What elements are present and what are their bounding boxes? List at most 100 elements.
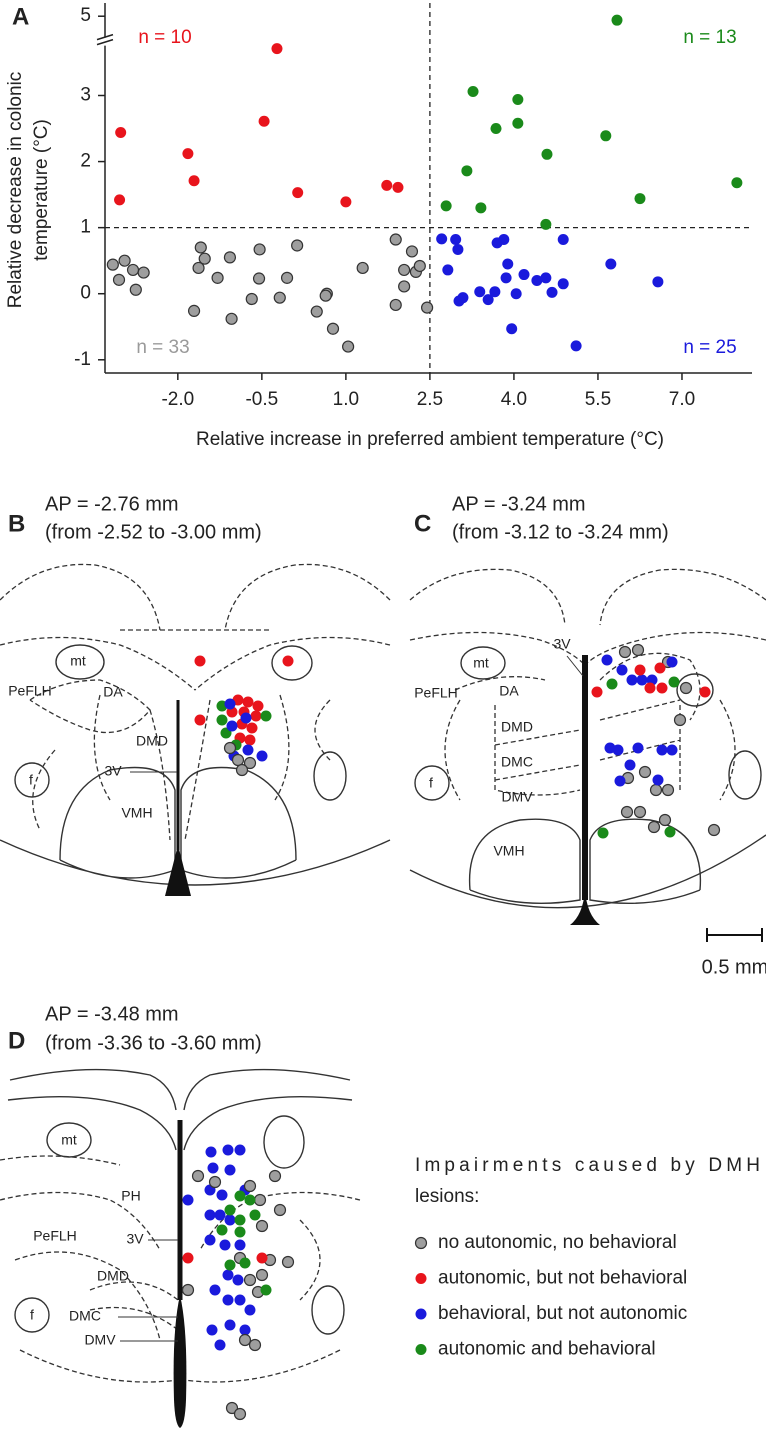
data-point [223,251,237,264]
y-tick-label: 0 [80,283,91,304]
panel-label: C [414,510,431,537]
panel-title: (from -3.12 to -3.24 mm) [452,521,669,543]
lesion-site [636,674,648,686]
lesion-site [260,1284,272,1296]
region-outline [460,646,506,680]
lesion-site [222,1144,234,1156]
lesion-site [181,1283,195,1297]
region-label: f [29,772,33,788]
x-tick-label: 1.0 [333,389,359,410]
lesion-site [634,664,646,676]
lesion-site [255,1268,269,1282]
data-point [557,234,569,246]
data-point [540,218,552,230]
y-tick-label: 2 [80,151,91,172]
data-point [245,292,258,306]
data-point [182,148,194,160]
y-tick-label: 1 [80,217,91,238]
data-point [258,115,270,127]
data-point [540,272,552,284]
data-point [482,294,494,306]
legend-marker [415,1273,427,1284]
region-outline [46,1122,92,1158]
lesion-site [224,1259,236,1271]
data-point [506,323,518,335]
lesion-site [256,750,268,762]
lesion-site [632,742,644,754]
region-label: mt [473,655,489,671]
data-point [489,286,501,298]
lesion-site [222,1294,234,1306]
region-label: DMD [136,733,168,749]
lesion-site [224,1164,236,1176]
lesion-site [255,1219,269,1233]
lesion-site [194,655,206,667]
lesion-site [246,722,258,734]
lesion-site [282,655,294,667]
lesion-site [591,686,603,698]
region-outline [728,750,762,800]
panel-b: B AP = -2.76 mm (from -2.52 to -3.00 mm)… [0,493,391,896]
panel-title: AP = -2.76 mm [45,493,179,515]
region-label: PeFLH [33,1228,77,1244]
data-point [440,200,452,212]
data-point [500,272,512,284]
lesion-site [219,1239,231,1251]
region-label: DMC [501,754,533,770]
data-point [652,276,664,288]
data-point [546,286,558,298]
y-axis-label: temperature (°C) [31,119,52,261]
data-point [342,340,355,353]
data-point [541,148,553,160]
data-point [474,286,486,298]
region-label: mt [70,653,86,669]
lesion-site [252,700,264,712]
lesion-site [231,753,245,767]
lesion-site [243,756,257,770]
data-point [271,43,283,55]
data-point [467,86,479,98]
region-label: PH [121,1188,140,1204]
lesion-site [250,710,262,722]
legend-label: autonomic, but not behavioral [438,1268,687,1289]
data-point [280,271,294,284]
data-point [112,273,126,286]
lesion-site [216,1189,228,1201]
region-label: VMH [493,843,524,859]
data-point [106,258,119,271]
data-point [413,259,426,273]
panel-title: AP = -3.24 mm [452,493,586,515]
lesion-site [226,720,238,732]
legend-marker [414,1236,428,1250]
x-tick-label: 5.5 [585,389,611,410]
region-label: PeFLH [8,683,52,699]
region-outline [313,751,347,801]
lesion-site [658,813,672,827]
lesion-site [244,734,256,746]
panel-c: C AP = -3.24 mm (from -3.12 to -3.24 mm)… [409,493,766,978]
panel-d: D AP = -3.48 mm (from -3.36 to -3.60 mm)… [0,1003,361,1428]
data-point [453,295,465,307]
lesion-site [194,714,206,726]
lesion-site [661,783,675,797]
region-outline [14,1297,50,1333]
lesion-site [243,1273,257,1287]
lesion-site [216,1224,228,1236]
lesion-site [234,1190,246,1202]
legend-label: autonomic and behavioral [438,1339,656,1360]
lesion-site [699,686,711,698]
lesion-site [260,710,272,722]
region-outline [311,1285,345,1335]
lesion-site [206,1324,218,1336]
region-outline [271,645,313,681]
lesion-site [626,674,638,686]
panel-label: D [8,1027,25,1054]
lesion-site [612,744,624,756]
data-point [310,305,323,318]
lesion-site [232,1274,244,1286]
lesion-site [216,714,228,726]
annotation: n = 33 [136,337,189,358]
lesion-site [244,1194,256,1206]
region-label: f [429,775,433,791]
